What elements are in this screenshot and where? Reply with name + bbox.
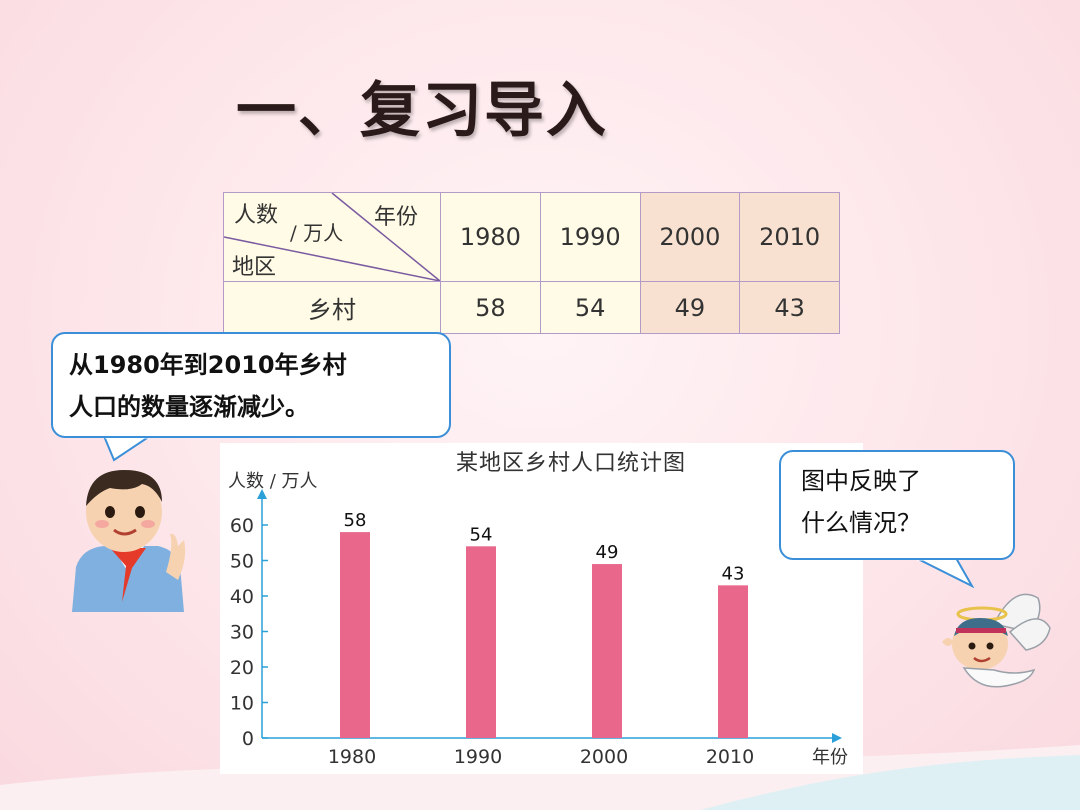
x-tick-label: 1980 <box>328 746 376 768</box>
y-tick-label: 50 <box>230 551 254 573</box>
table-cell-value: 49 <box>639 281 741 334</box>
table-corner-header: 人数 / 万人 年份 地区 <box>223 192 441 282</box>
angel-character-illustration <box>942 593 1051 688</box>
bubble-left-tail <box>103 436 151 462</box>
bubble-left-line2: 人口的数量逐渐减少。 <box>69 393 309 421</box>
bubble-right-line1: 图中反映了 <box>801 467 921 495</box>
chart-plot-area: 0 10 20 30 40 50 60 58 1980 54 1990 49 2000 43 2010 <box>230 489 842 768</box>
y-tick-label: 10 <box>230 693 254 715</box>
boy-character-illustration <box>72 470 186 612</box>
speech-bubble-left: 从1980年到2010年乡村 人口的数量逐渐减少。 <box>51 332 451 438</box>
x-tick-label: 2000 <box>580 746 628 768</box>
bar <box>592 564 622 738</box>
bar-value-label: 58 <box>344 510 367 531</box>
bubble-right-line2: 什么情况？ <box>801 509 921 537</box>
x-tick-label: 1990 <box>454 746 502 768</box>
corner-diagonal-lines <box>224 193 440 281</box>
speech-bubble-right: 图中反映了 什么情况？ <box>779 450 1015 560</box>
y-tick-label: 40 <box>230 586 254 608</box>
table-cell-value: 58 <box>440 281 541 334</box>
y-axis-arrow-icon <box>257 489 267 499</box>
row-label-rural: 乡村 <box>223 281 441 334</box>
bar-value-label: 54 <box>470 524 493 545</box>
corner-label-unit: / 万人 <box>290 221 344 245</box>
chart-title: 某地区乡村人口统计图 <box>456 451 687 476</box>
bubble-right-tail <box>915 558 975 588</box>
year-header: 2010 <box>739 192 840 282</box>
page-title: 一、复习导入 <box>236 76 608 146</box>
bar-value-label: 43 <box>722 563 745 584</box>
corner-label-region: 地区 <box>232 255 277 280</box>
chart-x-axis-label: 年份 <box>812 747 848 768</box>
corner-label-people: 人数 <box>234 203 279 228</box>
bar <box>340 532 370 738</box>
x-tick-label: 2010 <box>706 746 754 768</box>
bar-chart: 某地区乡村人口统计图 人数 / 万人 年份 0 10 20 30 40 50 60 58 198… <box>220 443 863 774</box>
y-tick-label: 0 <box>242 728 254 750</box>
chart-y-axis-label: 人数 / 万人 <box>228 471 318 492</box>
y-tick-label: 20 <box>230 657 254 679</box>
x-axis-arrow-icon <box>832 733 842 743</box>
y-tick-label: 30 <box>230 622 254 644</box>
year-header: 1980 <box>440 192 541 282</box>
y-tick-label: 60 <box>230 515 254 537</box>
bar <box>466 546 496 738</box>
table-cell-value: 54 <box>539 281 641 334</box>
bubble-left-line1: 从1980年到2010年乡村 <box>69 351 347 379</box>
year-header: 2000 <box>639 192 741 282</box>
bar-value-label: 49 <box>596 542 619 563</box>
population-table: 人数 / 万人 年份 地区 1980 1990 2000 2010 乡村 58 … <box>223 192 840 334</box>
table-cell-value: 43 <box>739 281 840 334</box>
year-header: 1990 <box>539 192 641 282</box>
corner-label-year: 年份 <box>374 205 419 230</box>
bar <box>718 585 748 738</box>
